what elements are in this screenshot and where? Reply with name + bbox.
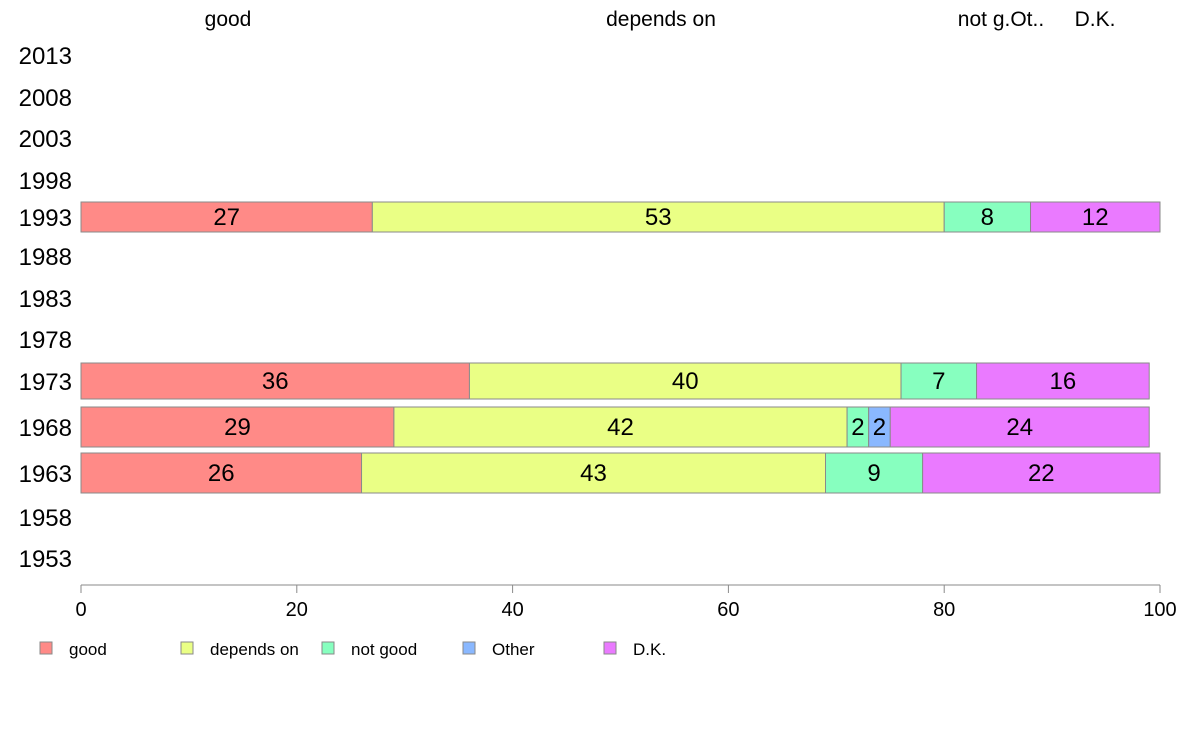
bar-segment	[1030, 201, 1161, 233]
bar-value-label: 29	[224, 414, 251, 441]
top-category-labels: good depends on not g.Ot.. D.K.	[205, 8, 1116, 31]
x-tick-label: 0	[75, 599, 86, 621]
bar-segment	[80, 452, 363, 494]
top-label: D.K.	[1075, 8, 1116, 31]
bar-segment	[889, 406, 1150, 448]
legend-swatch	[321, 641, 335, 655]
year-label: 2008	[19, 85, 72, 112]
bar-value-label: 40	[672, 368, 699, 395]
legend-label: depends on	[210, 640, 299, 659]
bar-segment	[80, 201, 373, 233]
year-label: 1993	[19, 205, 72, 232]
x-tick-label: 20	[286, 599, 308, 621]
bar-segment	[361, 452, 827, 494]
bar-value-label: 16	[1050, 368, 1077, 395]
legend-swatch	[462, 641, 476, 655]
bar-segment	[468, 362, 902, 400]
year-label: 2003	[19, 126, 72, 153]
year-label: 1968	[19, 415, 72, 442]
year-label: 1963	[19, 461, 72, 488]
legend-label: not good	[351, 640, 417, 659]
x-tick-label: 60	[717, 599, 739, 621]
x-tick-label: 40	[501, 599, 523, 621]
bar-value-label: 2	[873, 414, 886, 441]
legend-swatch	[39, 641, 53, 655]
bar-segment	[80, 362, 470, 400]
top-label: depends on	[606, 8, 716, 31]
bar-value-label: 7	[932, 368, 945, 395]
year-label: 1978	[19, 327, 72, 354]
x-tick-label: 100	[1143, 599, 1176, 621]
bar-segment	[900, 362, 978, 400]
bar-segment	[825, 452, 924, 494]
bar-value-label: 2	[851, 414, 864, 441]
legend: good depends on not good Other D.K.	[39, 640, 666, 659]
top-label: not g.Ot..	[958, 8, 1044, 31]
bar-segment	[943, 201, 1032, 233]
year-label: 1958	[19, 505, 72, 532]
year-label: 1983	[19, 286, 72, 313]
bar-segment	[80, 406, 395, 448]
bar-value-label: 42	[607, 414, 634, 441]
bar-value-label: 9	[867, 460, 880, 487]
top-label: good	[205, 8, 252, 31]
bar-segment	[371, 201, 945, 233]
year-label: 1988	[19, 244, 72, 271]
bar-value-label: 53	[645, 204, 672, 231]
bar-segment	[393, 406, 848, 448]
bar-value-label: 27	[213, 204, 240, 231]
bar-value-label: 24	[1006, 414, 1033, 441]
bar-value-label: 26	[208, 460, 235, 487]
bar-segment	[976, 362, 1150, 400]
legend-swatch	[180, 641, 194, 655]
bar-value-label: 36	[262, 368, 289, 395]
year-label: 1953	[19, 546, 72, 573]
x-tick-label: 80	[933, 599, 955, 621]
year-axis-labels: 2013 2008 2003 1998 1993 1988 1983 1978 1973 1968…	[19, 43, 72, 573]
bar-value-label: 12	[1082, 204, 1109, 231]
year-label: 1973	[19, 369, 72, 396]
legend-label: Other	[492, 640, 535, 659]
bar-value-label: 8	[981, 204, 994, 231]
legend-label: D.K.	[633, 640, 666, 659]
year-label: 2013	[19, 43, 72, 70]
year-label: 1998	[19, 168, 72, 195]
legend-label: good	[69, 640, 107, 659]
bar-value-label: 43	[580, 460, 607, 487]
bar-segment	[922, 452, 1161, 494]
legend-swatch	[603, 641, 617, 655]
bar-value-label: 22	[1028, 460, 1055, 487]
x-axis: 0 20 40 60 80 100	[75, 584, 1177, 621]
